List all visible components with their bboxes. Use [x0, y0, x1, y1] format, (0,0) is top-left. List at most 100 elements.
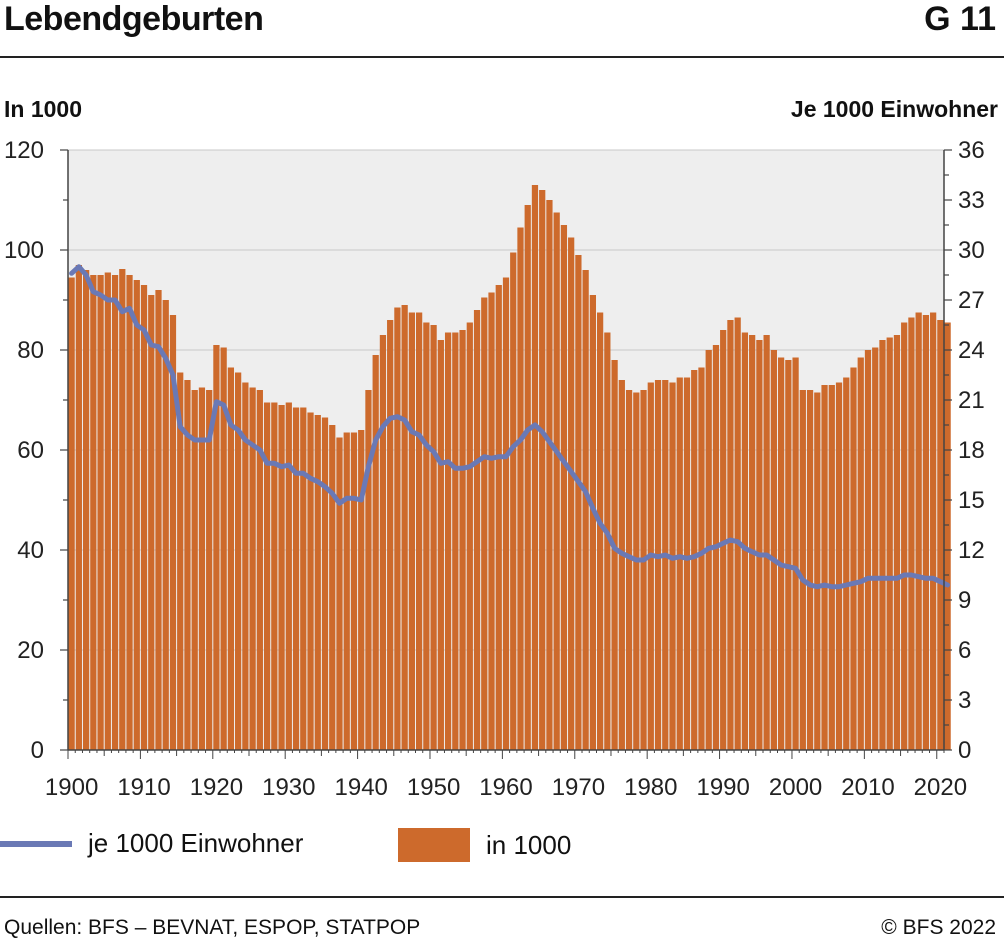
bar — [901, 322, 908, 750]
bar — [481, 297, 488, 750]
x-tick-label: 1990 — [696, 774, 749, 801]
bar — [271, 402, 278, 750]
bar — [343, 432, 350, 750]
bar — [879, 340, 886, 750]
bar — [285, 402, 292, 750]
bar — [937, 320, 944, 750]
bar — [372, 355, 379, 750]
left-tick-label: 40 — [17, 537, 44, 564]
bar — [68, 277, 75, 750]
bar — [502, 277, 510, 750]
bar — [893, 335, 901, 750]
bar — [104, 272, 111, 750]
legend-bar-swatch — [398, 828, 470, 862]
bar — [517, 227, 524, 750]
x-tick-label: 1920 — [190, 774, 243, 801]
right-tick-label: 24 — [958, 337, 985, 364]
bar — [379, 335, 387, 750]
rate-line — [69, 264, 951, 590]
bar — [452, 332, 459, 750]
bar — [329, 425, 336, 750]
x-tick-label: 1930 — [262, 774, 315, 801]
right-tick-label: 12 — [958, 537, 985, 564]
left-axis-unit: In 1000 — [4, 96, 82, 122]
bar — [814, 392, 821, 750]
bar — [640, 390, 647, 750]
bar — [930, 312, 937, 750]
left-tick-label: 60 — [17, 437, 44, 464]
bar — [770, 350, 777, 750]
bar — [416, 312, 423, 750]
bar — [611, 360, 618, 750]
right-tick-label: 21 — [958, 387, 985, 414]
bar — [843, 377, 850, 750]
bar — [908, 317, 915, 750]
bar — [785, 360, 792, 750]
bar — [191, 390, 198, 750]
bar — [596, 312, 604, 750]
bar — [850, 367, 857, 750]
bar — [546, 200, 553, 750]
legend-item-rate: je 1000 Einwohner — [0, 828, 303, 859]
bar — [387, 320, 394, 750]
bar — [90, 275, 97, 750]
bar — [75, 265, 82, 750]
bar — [140, 285, 148, 750]
bar — [401, 305, 408, 750]
bar — [466, 322, 473, 750]
right-tick-label: 3 — [958, 687, 971, 714]
bar — [633, 392, 640, 750]
bar — [915, 312, 922, 750]
bar — [922, 315, 930, 750]
source-note: Quellen: BFS – BEVNAT, ESPOP, STATPOP — [4, 916, 421, 939]
bar — [459, 330, 466, 750]
bar — [444, 332, 452, 750]
right-tick-label: 9 — [958, 587, 971, 614]
bar — [314, 415, 321, 750]
bar — [864, 350, 872, 750]
bar — [213, 345, 220, 750]
legend-item-births: in 1000 — [398, 828, 571, 862]
bar — [235, 372, 242, 750]
bar — [307, 412, 314, 750]
bar — [872, 347, 879, 750]
x-tick-label: 1970 — [552, 774, 605, 801]
bar — [553, 212, 560, 750]
bar — [119, 269, 126, 750]
right-axis-unit: Je 1000 Einwohner — [790, 96, 998, 122]
bar — [358, 430, 365, 750]
bar — [575, 255, 582, 750]
header-rule — [0, 56, 1004, 58]
bar — [524, 205, 531, 750]
x-tick-label: 1940 — [335, 774, 388, 801]
bar — [669, 382, 676, 750]
bar — [749, 335, 756, 750]
x-tick-label: 1910 — [117, 774, 170, 801]
birth-chart: 0204060801001200369121518212427303336190… — [4, 137, 985, 801]
chart-code: G 11 — [924, 0, 996, 38]
bar — [741, 332, 749, 750]
legend-label-births: in 1000 — [486, 829, 572, 860]
bar — [126, 275, 133, 750]
bar — [531, 185, 539, 750]
legend-line-swatch — [0, 840, 72, 847]
bar — [604, 332, 611, 750]
bar — [473, 310, 481, 750]
bar — [806, 390, 814, 750]
bar — [430, 325, 437, 750]
x-tick-label: 2000 — [769, 774, 822, 801]
bar — [162, 300, 169, 750]
bar — [488, 292, 495, 750]
legend-label-rate: je 1000 Einwohner — [88, 828, 304, 858]
bar — [763, 335, 770, 750]
bar — [336, 437, 343, 750]
x-tick-label: 1950 — [407, 774, 460, 801]
bar — [777, 357, 785, 750]
bar — [618, 380, 625, 750]
bar — [568, 237, 575, 750]
bar — [321, 417, 329, 750]
bar — [647, 382, 654, 750]
right-tick-label: 15 — [958, 487, 985, 514]
bar — [676, 377, 683, 750]
bar — [944, 322, 951, 750]
